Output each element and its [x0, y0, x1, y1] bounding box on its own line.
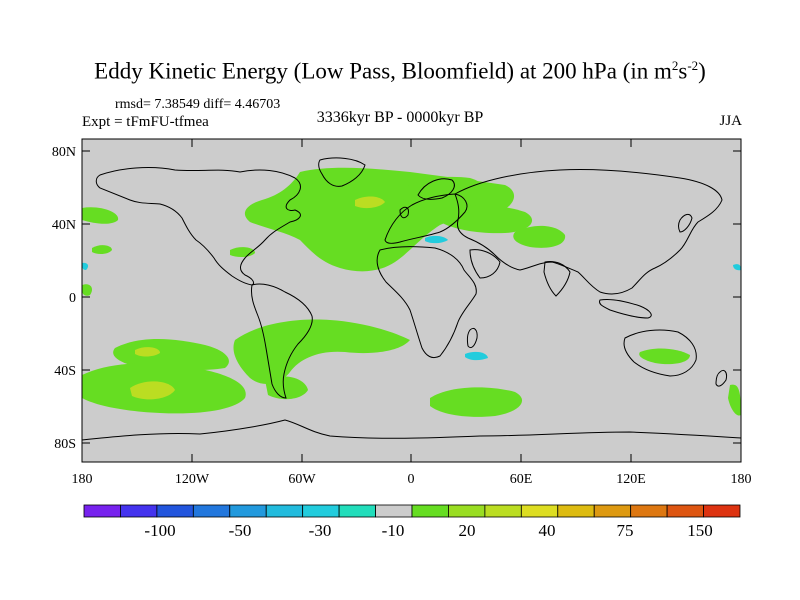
colorbar-box: [703, 504, 741, 518]
colorbar-box: [229, 504, 267, 518]
coast-arabia: [469, 249, 501, 279]
colorbar-box: [484, 504, 522, 518]
lon-label-60e: 60E: [510, 472, 533, 487]
anomaly-patagonia: [265, 376, 308, 400]
lat-ticks: [82, 150, 741, 444]
lat-label-40n: 40N: [52, 218, 76, 233]
colorbar-box: [156, 504, 194, 518]
anomaly-strong-north-atlantic: [355, 196, 385, 209]
coast-indonesia: [599, 299, 652, 319]
lon-labels: 180 120W 60W 0 60E 120E 180: [72, 472, 752, 487]
anomaly-australia: [639, 348, 690, 365]
period-label: 3336kyr BP - 0000kyr BP: [316, 109, 484, 126]
colorbar-label-75: 75: [617, 521, 634, 540]
lat-label-80s: 80S: [54, 437, 76, 452]
colorbar-box: [411, 504, 449, 518]
lat-label-0: 0: [69, 291, 76, 306]
lon-label-180w: 180: [72, 472, 93, 487]
experiment-label: Expt = tFmFU-tfmea: [82, 114, 209, 130]
coast-new-zealand: [715, 369, 727, 387]
anomaly-southern-pacific-east: [728, 384, 741, 416]
anomaly-strong-south-ocean: [130, 381, 175, 400]
coast-india: [543, 261, 571, 297]
coast-scandinavia: [417, 178, 455, 200]
coast-north-america: [95, 167, 301, 286]
coast-africa: [376, 246, 477, 359]
colorbar-box: [192, 504, 231, 518]
colorbar-box: [83, 504, 121, 518]
lon-ticks: [81, 139, 742, 462]
anomaly-south-indian: [430, 387, 523, 417]
coast-greenland: [318, 157, 366, 187]
colorbar-box: [265, 504, 304, 518]
anomaly-strong-south-pacific: [135, 347, 160, 357]
colorbar-box: [520, 504, 559, 518]
coast-australia: [623, 329, 697, 377]
anomaly-negative-east-pacific: [733, 264, 741, 271]
anomaly-central-asia: [513, 225, 566, 248]
anomaly-asia-midlat: [440, 205, 533, 234]
colorbar-label-20: 20: [459, 521, 476, 540]
anomaly-negative-west-pacific: [82, 262, 89, 270]
colorbar-label-150: 150: [687, 521, 713, 540]
coast-antarctica: [81, 419, 742, 441]
colorbar-box: [666, 504, 704, 518]
colorbar-box: [557, 504, 595, 518]
colorbar-box: [302, 504, 340, 518]
rmsd-diff-stats: rmsd= 7.38549 diff= 4.46703: [115, 97, 281, 112]
lon-label-120w: 120W: [175, 472, 210, 487]
anomaly-negative-south-indian: [465, 351, 488, 361]
colorbar-box: [593, 504, 632, 518]
anomaly-south-america-atlantic: [233, 319, 410, 384]
anomaly-pacific-east: [82, 284, 93, 296]
colorbar: [83, 504, 741, 518]
anomaly-shading: [82, 167, 741, 417]
anomaly-negative-mediterranean: [425, 235, 448, 244]
coast-south-america: [251, 283, 313, 399]
coast-japan: [678, 213, 693, 233]
lon-label-120e: 120E: [616, 472, 646, 487]
colorbar-box: [375, 504, 413, 518]
colorbar-box: [448, 504, 486, 518]
anomaly-hawaii-spot: [92, 245, 112, 255]
colorbar-label-neg100: -100: [144, 521, 175, 540]
coast-madagascar: [466, 327, 478, 349]
colorbar-label-neg50: -50: [229, 521, 252, 540]
colorbar-box: [338, 504, 376, 518]
lon-label-180e: 180: [731, 472, 752, 487]
anomaly-west-pacific: [82, 207, 119, 224]
coast-british-isles: [399, 206, 409, 219]
anomaly-south-pacific: [113, 339, 229, 371]
colorbar-label-neg30: -30: [309, 521, 332, 540]
colorbar-label-neg10: -10: [382, 521, 405, 540]
colorbar-box: [630, 504, 668, 518]
lon-label-60w: 60W: [288, 472, 316, 487]
lat-label-80n: 80N: [52, 145, 76, 160]
lat-label-40s: 40S: [54, 364, 76, 379]
colorbar-label-40: 40: [539, 521, 556, 540]
lat-labels: 80N 40N 0 40S 80S: [52, 145, 76, 452]
colorbar-labels: -100 -50 -30 -10 20 40 75 150: [144, 521, 712, 540]
season-label: JJA: [719, 113, 742, 129]
coastlines: [81, 157, 742, 441]
plot-title: Eddy Kinetic Energy (Low Pass, Bloomfiel…: [94, 58, 706, 84]
coast-europe: [384, 193, 468, 244]
lon-label-0: 0: [408, 472, 415, 487]
colorbar-box: [120, 504, 158, 518]
coast-asia: [454, 168, 723, 295]
